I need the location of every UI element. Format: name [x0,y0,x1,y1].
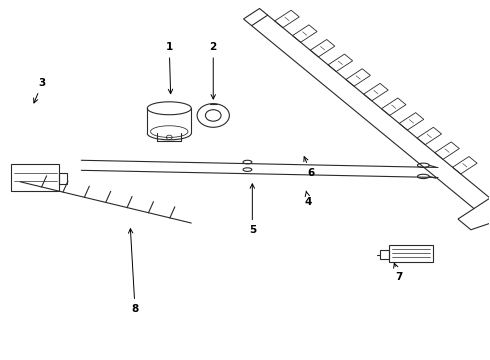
Text: 4: 4 [305,191,312,207]
Text: 2: 2 [210,42,217,99]
Text: 1: 1 [166,42,173,94]
Text: 3: 3 [34,78,46,103]
Bar [389,245,433,262]
Text: 6: 6 [304,157,315,178]
Bar [11,164,59,191]
Bar [59,173,67,184]
Text: 8: 8 [128,229,139,314]
Bar [380,251,389,259]
Text: 5: 5 [249,184,256,235]
Text: 7: 7 [393,263,403,282]
